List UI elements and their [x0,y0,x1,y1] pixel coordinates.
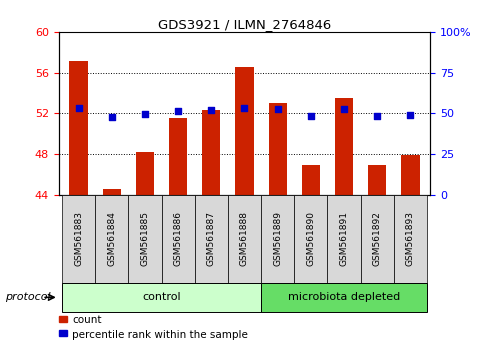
Text: GSM561893: GSM561893 [405,211,414,267]
Text: GSM561885: GSM561885 [140,211,149,267]
Point [340,106,347,112]
Point [207,107,215,112]
Bar [102,189,121,195]
Bar [202,110,220,195]
Point [273,106,281,112]
Text: GSM561884: GSM561884 [107,211,116,267]
Point [75,105,82,110]
Text: protocol: protocol [5,292,50,302]
Bar [334,98,352,195]
Text: GSM561888: GSM561888 [240,211,248,267]
Bar [169,118,187,195]
Bar [301,165,319,195]
Bar [367,165,386,195]
Bar [69,61,87,195]
Text: count: count [72,315,102,325]
Bar [136,152,154,195]
Bar [235,68,253,195]
Point [108,115,116,120]
Text: GDS3921 / ILMN_2764846: GDS3921 / ILMN_2764846 [158,18,330,31]
Point [372,113,380,119]
Point [406,112,413,118]
Text: percentile rank within the sample: percentile rank within the sample [72,330,248,339]
Text: GSM561890: GSM561890 [306,211,315,267]
Text: GSM561889: GSM561889 [273,211,282,267]
Point [141,111,148,117]
Text: GSM561892: GSM561892 [372,211,381,267]
Text: GSM561883: GSM561883 [74,211,83,267]
Point [174,108,182,114]
Text: control: control [142,292,181,302]
Bar [401,155,419,195]
Point [306,113,314,119]
Bar [268,103,286,195]
Text: GSM561886: GSM561886 [173,211,182,267]
Point [240,105,248,110]
Text: GSM561891: GSM561891 [339,211,348,267]
Text: GSM561887: GSM561887 [206,211,215,267]
Text: microbiota depleted: microbiota depleted [287,292,399,302]
